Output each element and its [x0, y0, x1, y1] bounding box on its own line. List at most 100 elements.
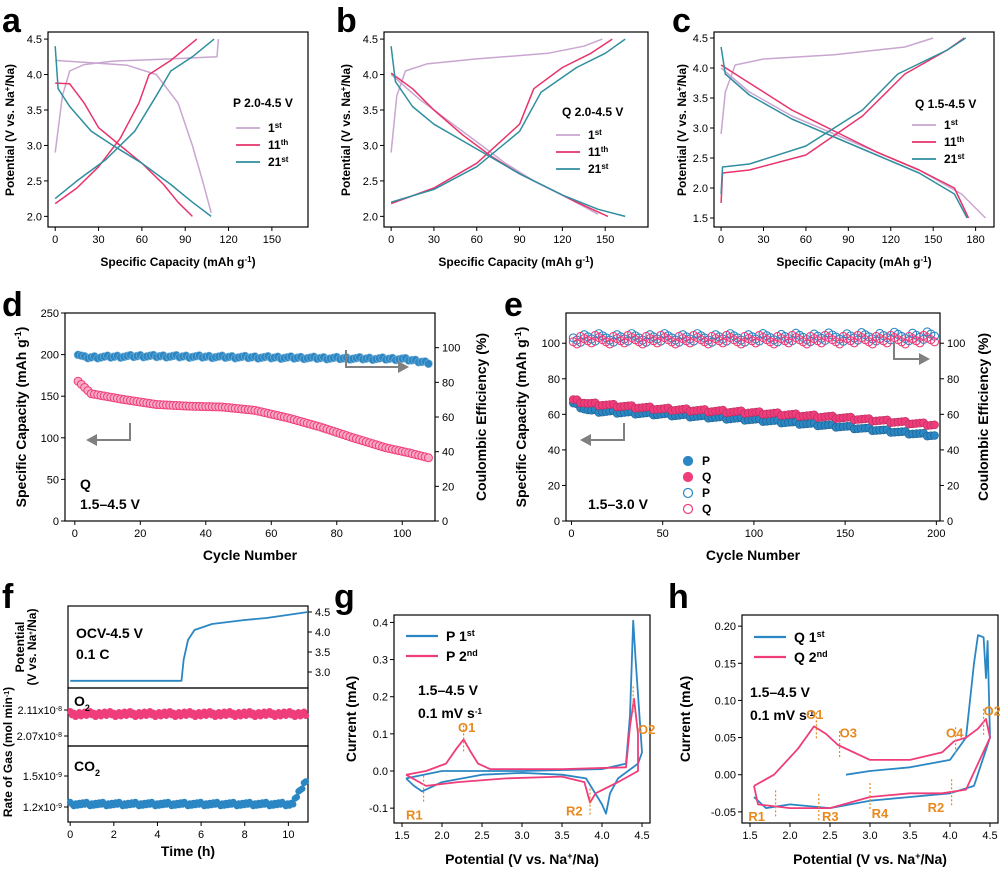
- cv-curve-Q 2nd: [753, 718, 991, 809]
- peak-label-O4: O4: [946, 726, 964, 741]
- panel-e-y2ticks: 0 20 40 60 80 100: [940, 338, 965, 528]
- panel-b-frame: [383, 31, 649, 228]
- panel-e-chart: 0 50 100 150 200 0 20 40 60 80 100 0 20 40 60 80 100 C…: [513, 312, 991, 563]
- capacity-point-P: [930, 431, 939, 440]
- efficiency-point-Q: [751, 338, 761, 348]
- x-tick-label: 30: [757, 234, 769, 246]
- co2-point: [302, 778, 310, 785]
- panel-h-yticks: -0.05 0.00 0.05 0.10 0.15 0.20: [711, 621, 742, 819]
- y-tick-label: 4.0: [363, 70, 378, 82]
- x-tick-label: 2.0: [434, 830, 449, 842]
- y-tick-label: 3.0: [315, 667, 330, 679]
- panel-f-o2-tick-low: 2.07x10-8: [17, 731, 62, 743]
- peak-label-R2: R2: [566, 804, 583, 819]
- legend-marker: [682, 487, 694, 499]
- legend-label: 11th: [268, 138, 288, 153]
- x-tick-label: 0: [52, 234, 58, 246]
- x-tick-label: 0: [568, 528, 574, 540]
- panel-d-y2ticks: 0 20 40 60 80 100: [435, 343, 460, 528]
- efficiency-point-Q: [802, 339, 812, 349]
- y-tick-label: 3.5: [363, 105, 378, 117]
- legend-label: 21st: [944, 152, 965, 167]
- efficiency-point-Q: [605, 339, 615, 349]
- panel-g-ylabel: Current (mA): [343, 676, 359, 762]
- panel-a-legend-title: P 2.0-4.5 V: [233, 96, 293, 110]
- y-tick-label: 0.2: [373, 692, 388, 704]
- panel-f-chart: 0 2 4 6 8 10 3.03.54.04.5 OCV-4.5 V 0.1 C O2 …: [1, 605, 330, 859]
- panel-b-xlabel: Specific Capacity (mAh g-1): [438, 255, 593, 270]
- peak-label-R1: R1: [406, 807, 423, 822]
- panel-h-chart: 1.5 2.0 2.5 3.0 3.5 4.0 4.5 -0.05 0.00 0.05 0.10 0…: [677, 614, 1000, 867]
- charge-curve-11th: [54, 38, 198, 205]
- panel-g-ann-range: 1.5–4.5 V: [418, 682, 479, 698]
- x-tick-label: 40: [200, 528, 212, 540]
- y-tick-label: 20: [947, 480, 959, 492]
- panel-e-frame: [565, 312, 941, 522]
- y-tick-label: 3.0: [363, 140, 378, 152]
- panel-b-chart: 0 30 60 90 120 150 2.0 2.5 3.0 3.5 4.0 4.5 Specifi…: [339, 31, 649, 270]
- panel-e-xlabel: Cycle Number: [706, 547, 801, 563]
- legend-label: 1st: [588, 128, 602, 143]
- y-tick-label: 2.0: [27, 211, 42, 223]
- panel-f-o2-tick-high: 2.11x10-8: [17, 705, 62, 717]
- y-tick-label: 60: [947, 409, 959, 421]
- y-tick-label: 0.1: [373, 729, 388, 741]
- discharge-curve-21st: [390, 46, 626, 218]
- legend-label: 11th: [588, 145, 608, 160]
- panel-d-xticks: 0 20 40 60 80 100: [72, 521, 411, 540]
- panel-g-yticks: -0.1 0.0 0.1 0.2 0.3 0.4: [369, 617, 394, 815]
- o2-point: [302, 712, 310, 719]
- panel-g-ann-rate: 0.1 mV s-1: [418, 705, 482, 721]
- y-tick-label: 4.5: [363, 34, 378, 46]
- panel-g-curves: [405, 619, 643, 815]
- panel-d-right-arrowhead: [398, 361, 409, 373]
- y-tick-label: -0.1: [369, 803, 388, 815]
- x-tick-label: 200: [927, 528, 945, 540]
- panel-g-xticks: 1.5 2.0 2.5 3.0 3.5 4.0 4.5: [394, 823, 650, 842]
- panel-c-chart: 0 30 60 90 120 150 180 1.5 2.0 2.5 3.0 3.5 4.0 4.5 S…: [675, 31, 995, 269]
- legend-marker: [682, 503, 694, 515]
- x-tick-label: 150: [596, 234, 614, 246]
- panel-h-xticks: 1.5 2.0 2.5 3.0 3.5 4.0 4.5: [742, 823, 998, 842]
- x-tick-label: 2.0: [782, 830, 797, 842]
- panel-d-y2label: Coulombic Efficiency (%): [473, 333, 489, 501]
- y-tick-label: 4.0: [27, 70, 42, 82]
- panel-d-ann-sample: Q: [80, 476, 91, 492]
- efficiency-point-Q: [685, 338, 695, 348]
- x-tick-label: 0: [388, 234, 394, 246]
- panel-label-g: g: [334, 578, 355, 616]
- peak-label-O2: O2: [984, 703, 1000, 718]
- y-tick-label: 0.15: [715, 658, 736, 670]
- y-tick-label: 80: [947, 374, 959, 386]
- efficiency-point-Q: [670, 339, 681, 349]
- y-tick-label: 3.0: [693, 123, 708, 135]
- charge-curve-21st: [720, 37, 967, 195]
- peak-label-O1: O1: [458, 720, 475, 735]
- y-tick-label: 0.20: [715, 621, 736, 633]
- panel-c-xticks: 0 30 60 90 120 150 180: [718, 227, 985, 246]
- co2-point: [289, 800, 297, 808]
- panel-e-ylabel: Specific Capacity (mAh g-1): [513, 327, 529, 508]
- x-tick-label: 60: [136, 234, 148, 246]
- discharge-curve-21st: [720, 46, 968, 219]
- panel-h-peak-labels: O1 O3 O4 O2 R1 R3 R4 R2: [748, 703, 1000, 823]
- legend-marker: [682, 471, 694, 483]
- x-tick-label: 60: [471, 234, 483, 246]
- y-tick-label: 2.5: [363, 176, 378, 188]
- co2-point: [298, 785, 306, 792]
- efficiency-point-Q: [769, 339, 779, 349]
- y-tick-label: 0.00: [715, 770, 736, 782]
- co2-point: [293, 793, 301, 801]
- charge-curve-21st: [54, 38, 215, 200]
- y-tick-label: 50: [47, 474, 59, 486]
- efficiency-point: [424, 359, 433, 369]
- y-tick-label: 1.5: [693, 213, 708, 225]
- peak-label-R4: R4: [872, 806, 889, 821]
- y-tick-label: 200: [41, 350, 59, 362]
- panel-label-a: a: [2, 2, 22, 40]
- peak-label-O3: O3: [840, 726, 857, 741]
- y-tick-label: 2.0: [693, 183, 708, 195]
- x-tick-label: 4.0: [594, 830, 609, 842]
- peak-label-R3: R3: [822, 809, 839, 824]
